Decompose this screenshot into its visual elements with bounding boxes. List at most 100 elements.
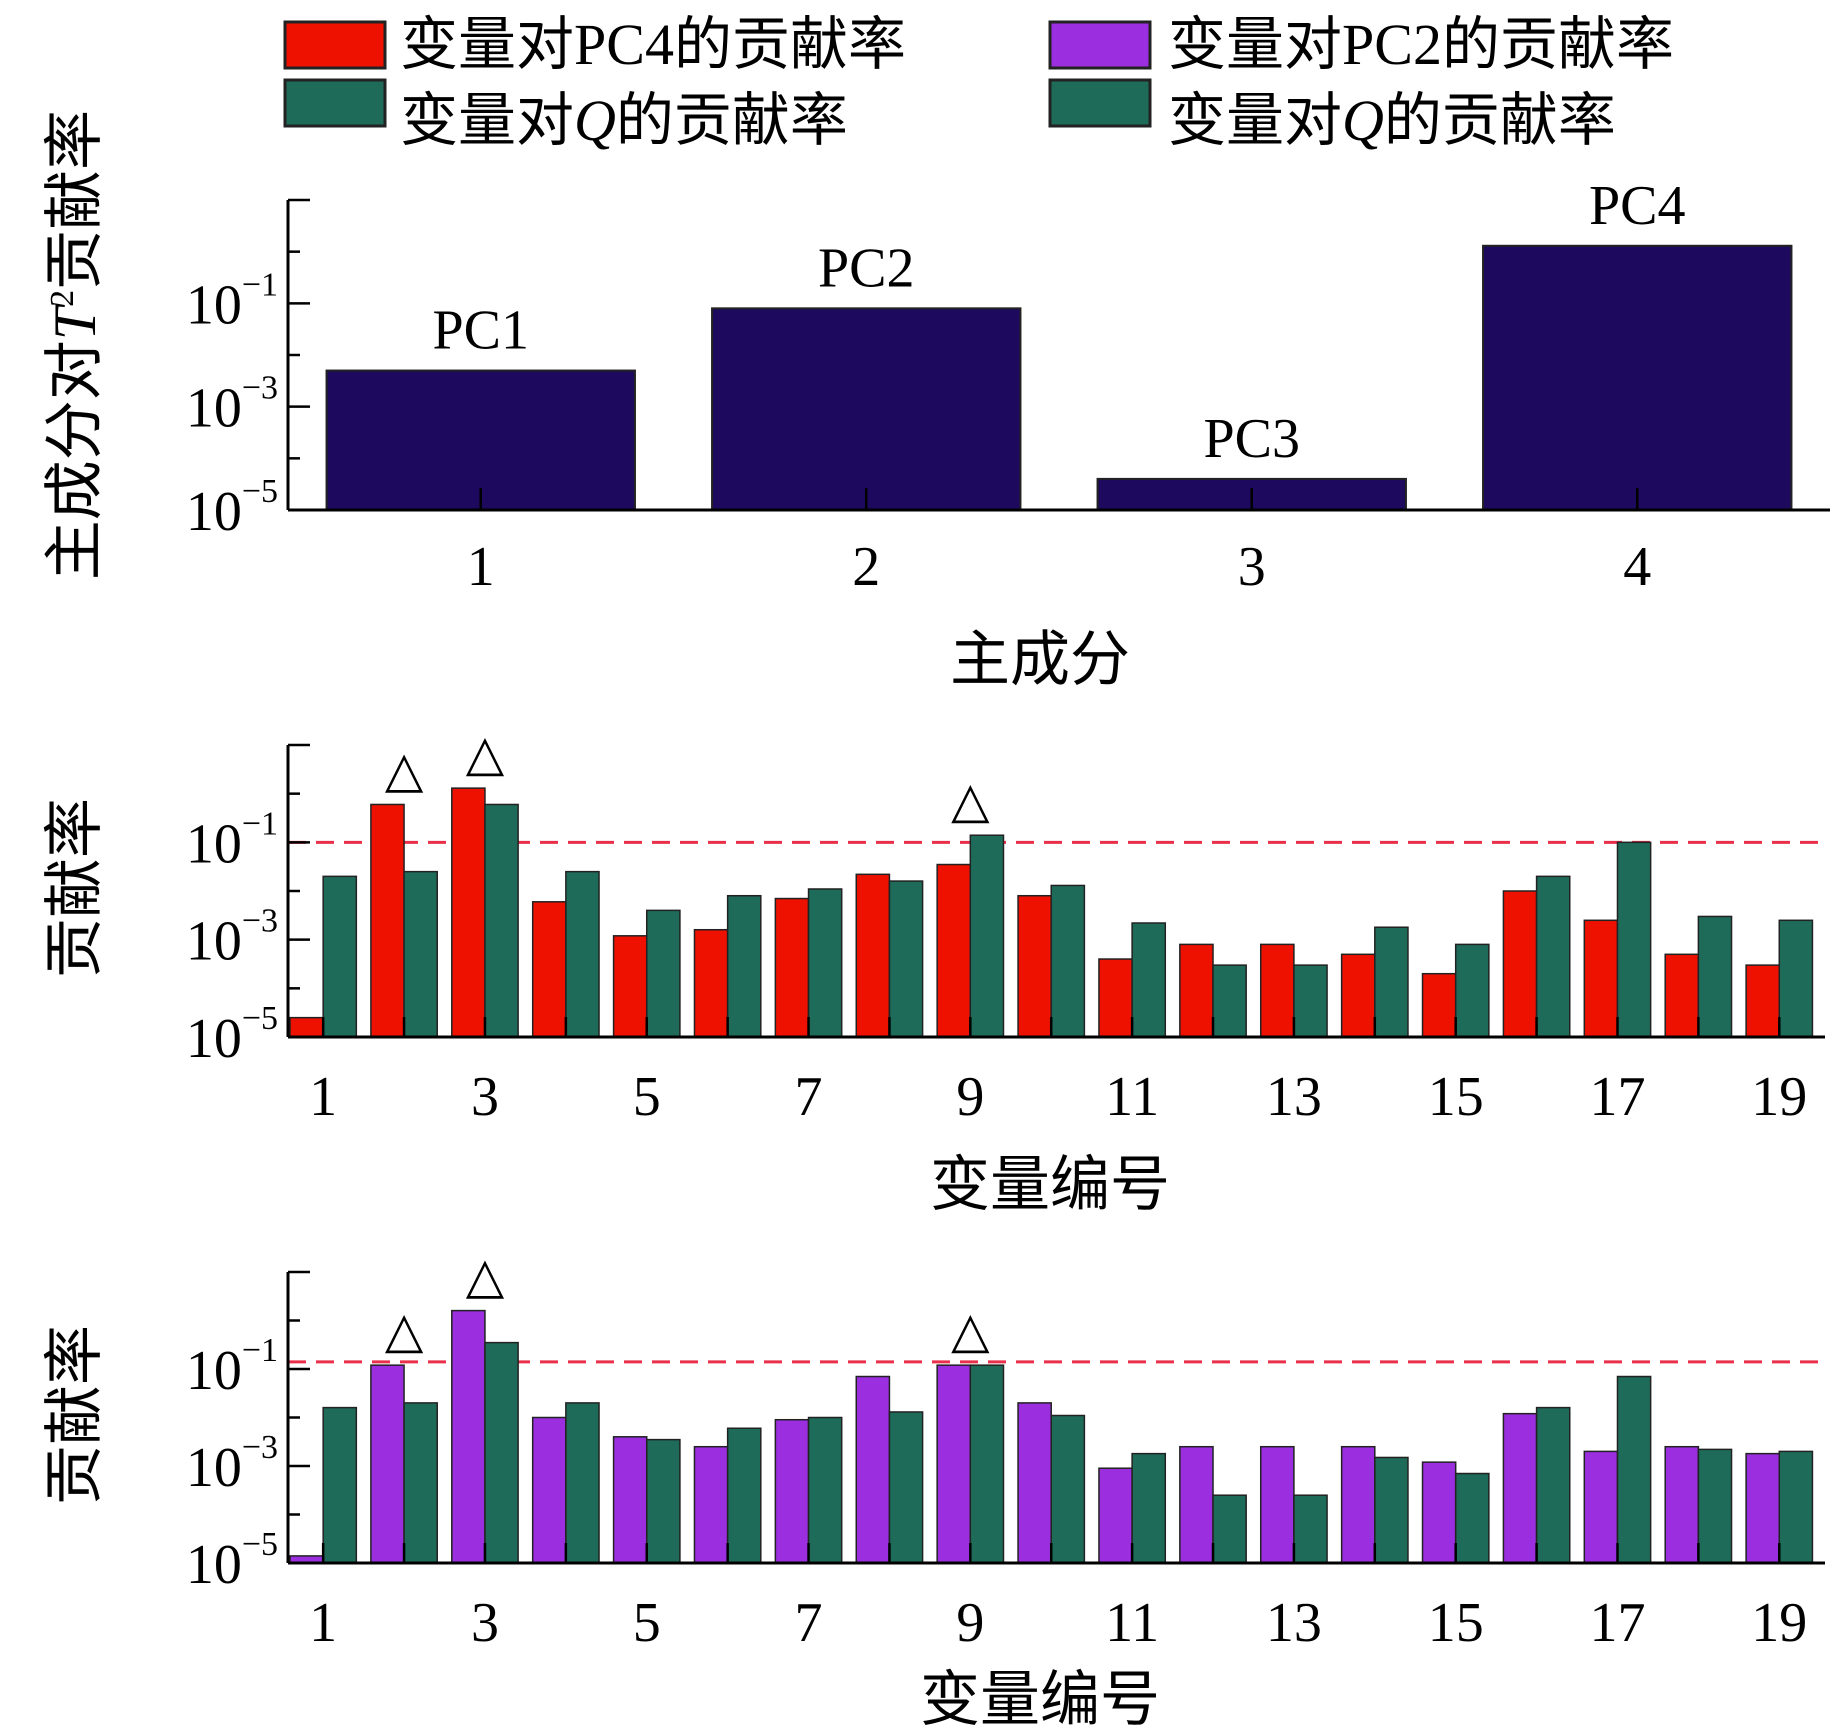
p3-bar-s2-var6: [726, 1427, 762, 1564]
p3-bar-s1-var5: [612, 1436, 648, 1564]
p3-x-tick-label: 19: [1751, 1592, 1807, 1654]
p2-x-tick-label: 19: [1751, 1066, 1807, 1128]
p3-bar-s2-var2: [403, 1402, 438, 1564]
p3-bars: △ △ △: [288, 1248, 1825, 1564]
p1-bar-label-4: PC4: [1589, 175, 1686, 237]
p3-bar-s2-var9: [969, 1364, 1005, 1564]
p3-y-axis-title: 贡献率: [42, 1325, 108, 1505]
p3-x-tick-label: 17: [1589, 1592, 1645, 1654]
legend-swatch-pc4: [283, 20, 387, 70]
p2-bar-s1-var9: [936, 863, 972, 1038]
p2-bar-s1-var2: [370, 803, 405, 1038]
p2-bar-s2-var17: [1616, 841, 1652, 1038]
p2-bar-s1-var12: [1179, 943, 1214, 1038]
p2-bar-s2-var6: [726, 894, 762, 1038]
p2-x-tick-label: 17: [1589, 1066, 1645, 1128]
p1-x-tick-label: 3: [1238, 536, 1266, 598]
p3-bar-s2-var1: [322, 1406, 358, 1564]
p3-anomaly-marker-var3: △: [466, 1248, 505, 1304]
p2-bar-s1-var16: [1502, 890, 1538, 1038]
p3-bar-s2-var19: [1778, 1450, 1814, 1564]
p3-bar-s1-var17: [1583, 1450, 1619, 1564]
p3-x-tick-label: 1: [309, 1592, 337, 1654]
p2-bar-s1-var5: [612, 935, 648, 1038]
p1-bar-label-2: PC2: [818, 237, 915, 299]
p3-x-tick-label: 15: [1428, 1592, 1484, 1654]
p2-bar-s1-var15: [1421, 972, 1457, 1038]
p2-bar-s2-var11: [1131, 922, 1167, 1038]
p3-bar-s2-var4: [565, 1402, 600, 1564]
p2-anomaly-marker-var2: △: [385, 741, 424, 797]
p2-bar-s2-var19: [1778, 919, 1814, 1038]
legend-swatch-pc2: [1048, 20, 1152, 70]
p2-anomaly-marker-var3: △: [466, 725, 505, 781]
p3-bar-s2-var16: [1535, 1406, 1571, 1564]
p2-bar-s2-var7: [807, 888, 843, 1038]
p1-bar-2: [711, 307, 1022, 512]
p2-bar-s2-var16: [1535, 875, 1571, 1038]
p3-bar-s1-var18: [1664, 1445, 1700, 1564]
p3-bar-s1-var3: [451, 1309, 486, 1564]
p3-bar-s1-var19: [1745, 1452, 1781, 1564]
p2-bar-s2-var4: [565, 870, 600, 1038]
p2-bar-s2-var13: [1293, 964, 1328, 1038]
p3-anomaly-marker-var2: △: [385, 1302, 424, 1358]
p2-bar-s2-var15: [1454, 943, 1490, 1038]
p2-bar-s1-var13: [1259, 943, 1295, 1038]
p1-y-tick-label: 10−1: [186, 266, 278, 336]
p3-bar-s1-var14: [1340, 1445, 1376, 1564]
p3-bar-s2-var11: [1131, 1452, 1167, 1564]
p3-bar-s1-var10: [1017, 1402, 1052, 1564]
p3-bar-s1-var12: [1179, 1445, 1214, 1564]
p2-anomaly-marker-var9: △: [951, 772, 990, 828]
p2-y-tick-label: 10−3: [186, 903, 278, 973]
p3-bar-s2-var7: [807, 1416, 843, 1564]
p2-x-tick-label: 13: [1266, 1066, 1322, 1128]
p2-x-tick-label: 9: [956, 1066, 984, 1128]
p3-bar-s2-var5: [645, 1438, 681, 1564]
p3-x-tick-label: 9: [956, 1592, 984, 1654]
p2-y-tick-label: 10−1: [186, 805, 278, 875]
p2-bar-s1-var10: [1017, 894, 1052, 1038]
p1-y-axis-title: 主成分对T2贡献率: [42, 110, 108, 580]
legend-label-q-left: 变量对Q的贡献率: [400, 88, 848, 153]
legend-swatch-q-right: [1048, 78, 1152, 128]
p2-bar-s2-var14: [1374, 926, 1409, 1038]
p2-bar-s1-var17: [1583, 919, 1619, 1038]
p3-bar-s1-var11: [1098, 1467, 1133, 1564]
p2-x-tick-label: 7: [795, 1066, 823, 1128]
p2-bar-s2-var10: [1050, 884, 1086, 1038]
p3-x-tick-label: 13: [1266, 1592, 1322, 1654]
p3-x-tick-label: 3: [471, 1592, 499, 1654]
p1-y-tick-label: 10−3: [186, 370, 278, 440]
p3-bar-s1-var7: [774, 1418, 810, 1564]
p3-bar-s2-var13: [1293, 1494, 1328, 1564]
p1-y-tick-label: 10−5: [186, 473, 278, 543]
p3-bar-s2-var3: [484, 1341, 519, 1564]
legend-label-pc4: 变量对PC4的贡献率: [400, 12, 906, 77]
p3-y-tick-label: 10−3: [186, 1429, 278, 1499]
p3-bar-s1-var2: [370, 1364, 405, 1564]
p3-bar-s2-var10: [1050, 1414, 1086, 1564]
p3-bar-s1-var4: [531, 1416, 567, 1564]
p3-anomaly-marker-var9: △: [951, 1302, 990, 1358]
p2-bar-s1-var8: [855, 873, 891, 1038]
p2-bar-s1-var19: [1745, 964, 1781, 1038]
p1-x-tick-label: 2: [852, 536, 880, 598]
p3-bar-s1-var6: [693, 1445, 729, 1564]
p2-bar-s1-var14: [1340, 953, 1376, 1038]
p3-bar-s1-var16: [1502, 1412, 1538, 1564]
p1-x-tick-label: 1: [467, 536, 495, 598]
p3-x-tick-label: 11: [1105, 1592, 1159, 1654]
p2-x-tick-label: 15: [1428, 1066, 1484, 1128]
p2-bar-s1-var6: [693, 928, 729, 1038]
p2-bar-s1-var18: [1664, 953, 1700, 1038]
p3-bar-s1-var8: [855, 1375, 891, 1564]
p2-bar-s2-var8: [888, 880, 924, 1038]
p2-bar-s1-var4: [531, 901, 567, 1038]
p2-bar-s2-var3: [484, 803, 519, 1038]
p2-bar-s2-var12: [1212, 964, 1247, 1038]
